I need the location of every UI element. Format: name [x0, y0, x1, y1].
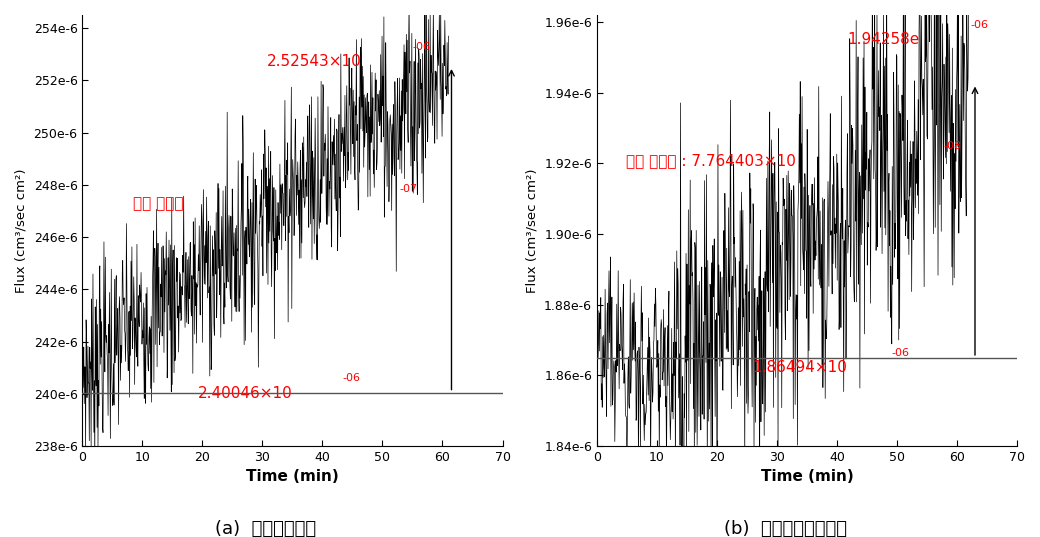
- X-axis label: Time (min): Time (min): [760, 469, 854, 484]
- Text: 2.52543×10: 2.52543×10: [267, 54, 362, 69]
- Text: -06: -06: [412, 42, 431, 52]
- Text: 1.94258e: 1.94258e: [847, 32, 919, 47]
- Text: -06: -06: [970, 20, 989, 30]
- Text: 2.40046×10: 2.40046×10: [198, 386, 292, 401]
- Text: (b)  메탈카본컴포지트: (b) 메탈카본컴포지트: [724, 520, 847, 537]
- Text: 수소 투과도 : 7.764403×10: 수소 투과도 : 7.764403×10: [626, 153, 797, 168]
- Y-axis label: Flux (cm³/sec cm²): Flux (cm³/sec cm²): [525, 168, 539, 293]
- Y-axis label: Flux (cm³/sec cm²): Flux (cm³/sec cm²): [15, 168, 28, 293]
- X-axis label: Time (min): Time (min): [246, 469, 339, 484]
- Text: -07: -07: [399, 184, 418, 194]
- Text: 수소 투과도: 수소 투과도: [133, 196, 183, 211]
- Text: (a)  카본컴포지트: (a) 카본컴포지트: [214, 520, 316, 537]
- Text: -06: -06: [343, 374, 361, 383]
- Text: 1.86494×10: 1.86494×10: [752, 360, 848, 375]
- Text: -06: -06: [891, 347, 909, 358]
- Text: -08: -08: [943, 141, 962, 151]
